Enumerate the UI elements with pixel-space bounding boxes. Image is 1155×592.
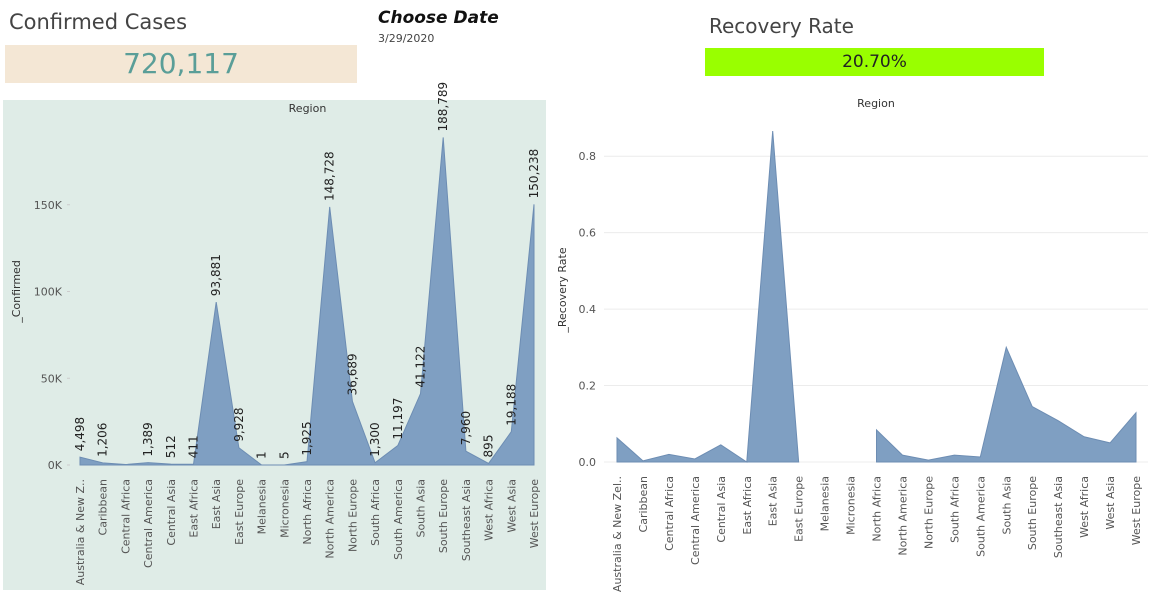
value-label: 1,389: [141, 422, 155, 456]
y-tick-label: 50K: [41, 372, 63, 385]
area: [876, 345, 1137, 463]
y-tick-label: 0.0: [579, 456, 597, 469]
x-tick-label: East Europe: [233, 479, 246, 545]
value-label: 1,925: [300, 421, 314, 455]
x-tick-label: East Africa: [188, 479, 201, 538]
x-tick-label: Central America: [689, 476, 702, 565]
value-label: 41,122: [414, 346, 428, 388]
x-tick-label: West Asia: [1104, 476, 1117, 530]
value-label: 895: [482, 435, 496, 458]
chart-header: Region: [289, 102, 327, 115]
x-tick-label: South Africa: [948, 476, 961, 543]
x-tick-label: East Europe: [793, 476, 806, 542]
x-tick-label: North Africa: [301, 479, 314, 545]
date-value[interactable]: 3/29/2020: [378, 32, 435, 45]
value-label: 11,197: [391, 398, 405, 440]
value-label: 4,498: [73, 417, 87, 451]
value-label: 150,238: [527, 149, 541, 199]
y-tick-label: 0.2: [579, 380, 597, 393]
value-label: 411: [187, 435, 201, 458]
x-tick-label: North Europe: [346, 479, 359, 552]
x-tick-label: Melanesia: [819, 476, 832, 531]
value-label: 148,728: [323, 151, 337, 201]
x-tick-label: South America: [392, 479, 405, 560]
x-tick-label: South Europe: [1026, 476, 1039, 550]
x-tick-label: South America: [974, 476, 987, 557]
value-label: 5: [277, 451, 291, 459]
value-label: 9,928: [232, 407, 246, 441]
x-tick-label: Central Africa: [119, 479, 132, 554]
x-tick-label: Australia & New Z..: [74, 479, 87, 585]
x-tick-label: East Asia: [767, 476, 780, 526]
x-tick-label: North Europe: [922, 476, 935, 549]
x-tick-label: West Europe: [1130, 476, 1143, 545]
x-tick-label: West Europe: [528, 479, 541, 548]
x-tick-label: North America: [324, 479, 337, 559]
date-title: Choose Date: [378, 8, 499, 28]
x-tick-label: Melanesia: [256, 479, 269, 534]
confirmed-title: Confirmed Cases: [9, 10, 188, 34]
area: [616, 130, 800, 463]
x-tick-label: East Africa: [741, 476, 754, 535]
x-tick-label: Caribbean: [97, 479, 110, 535]
value-label: 93,881: [209, 254, 223, 296]
y-axis-title: _Recovery Rate: [556, 247, 569, 333]
x-tick-label: North Africa: [871, 476, 884, 542]
y-tick-label: 0.4: [579, 303, 597, 316]
value-label: 512: [164, 435, 178, 458]
x-tick-label: Micronesia: [845, 476, 858, 535]
x-tick-label: North America: [896, 476, 909, 556]
y-tick-label: 0.8: [579, 150, 597, 163]
x-tick-label: South Asia: [415, 479, 428, 538]
value-label: 7,960: [459, 411, 473, 445]
x-tick-label: South Europe: [437, 479, 450, 553]
value-label: 19,188: [504, 384, 518, 426]
x-tick-label: West Asia: [505, 479, 518, 533]
x-tick-label: Central Asia: [165, 479, 178, 546]
y-tick-label: 100K: [34, 286, 63, 299]
chart-header: Region: [857, 97, 895, 110]
x-tick-label: West Africa: [483, 479, 496, 541]
recovery-value: 20.70%: [705, 48, 1044, 76]
y-tick-label: 150K: [34, 199, 63, 212]
area: [79, 137, 535, 466]
x-tick-label: Micronesia: [278, 479, 291, 538]
x-tick-label: South Asia: [1000, 476, 1013, 535]
x-tick-label: Central America: [142, 479, 155, 568]
x-tick-label: Southeast Asia: [460, 479, 473, 561]
y-axis-title: _Confirmed: [10, 260, 23, 324]
x-tick-label: Central Africa: [663, 476, 676, 551]
x-tick-label: Southeast Asia: [1052, 476, 1065, 558]
value-label: 1: [255, 451, 269, 459]
value-label: 188,789: [436, 82, 450, 132]
x-tick-label: East Asia: [210, 479, 223, 529]
x-tick-label: Caribbean: [637, 476, 650, 532]
value-label: 1,206: [96, 423, 110, 457]
x-tick-label: West Africa: [1078, 476, 1091, 538]
x-tick-label: Central Asia: [715, 476, 728, 543]
y-tick-label: 0K: [48, 459, 63, 472]
value-label: 36,689: [345, 353, 359, 395]
recovery-title: Recovery Rate: [709, 14, 854, 38]
value-label: 1,300: [368, 422, 382, 456]
y-tick-label: 0.6: [579, 227, 597, 240]
x-tick-label: South Africa: [369, 479, 382, 546]
confirmed-value: 720,117: [5, 45, 357, 83]
x-tick-label: Australia & New Zel..: [611, 476, 624, 592]
